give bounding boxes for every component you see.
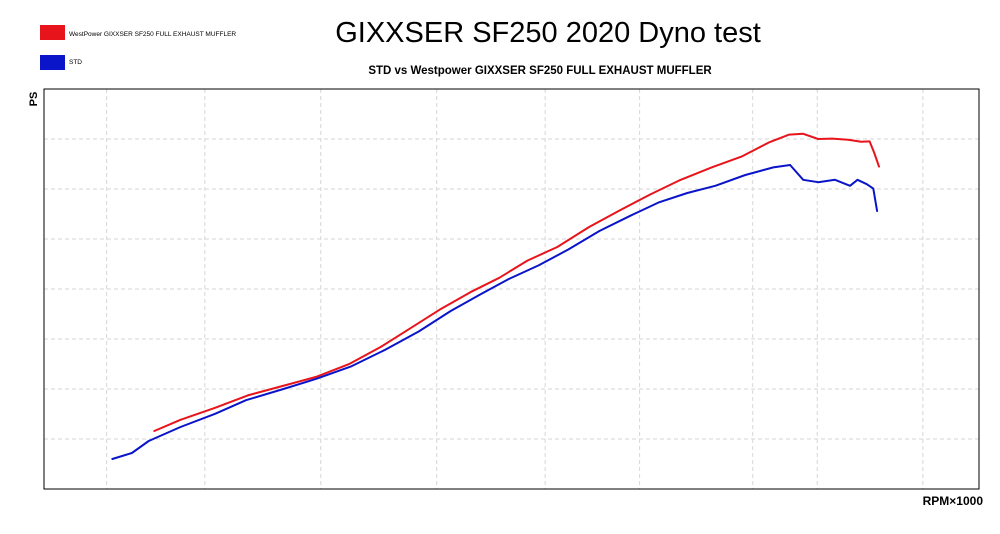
series-line-westpower — [153, 132, 880, 432]
legend-label-std: STD — [69, 59, 82, 66]
series-line-std — [111, 164, 879, 460]
legend-label-westpower: WestPower GIXXSER SF250 FULL EXHAUST MUF… — [69, 31, 236, 38]
series-lines — [111, 132, 880, 460]
y-axis-label: PS — [28, 92, 40, 107]
chart-title: GIXXSER SF250 2020 Dyno test — [335, 17, 761, 49]
legend-swatch-std — [40, 55, 65, 70]
legend-swatch-westpower — [40, 25, 65, 40]
legend: WestPower GIXXSER SF250 FULL EXHAUST MUF… — [40, 25, 236, 70]
plot-frame — [43, 88, 980, 490]
chart-subtitle: STD vs Westpower GIXXSER SF250 FULL EXHA… — [368, 65, 712, 77]
gridlines — [44, 89, 979, 489]
x-axis-label: RPM×1000 — [923, 494, 984, 508]
